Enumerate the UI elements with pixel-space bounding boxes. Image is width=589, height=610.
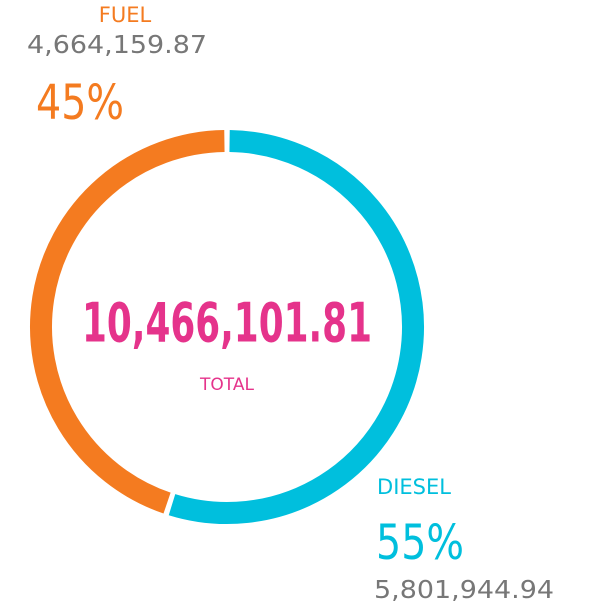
ring [30, 130, 424, 524]
donut-segment [30, 130, 225, 514]
percent-label: 45% [36, 75, 124, 131]
donut-segment [168, 130, 424, 524]
total-value: 10,466,101.81 [82, 292, 372, 355]
total-caption: TOTAL [199, 375, 254, 395]
category-label: FUEL [99, 3, 152, 27]
amount-label: 4,664,159.87 [27, 30, 207, 59]
amount-label: 5,801,944.94 [374, 575, 554, 604]
percent-label: 55% [376, 515, 464, 571]
category-label: DIESEL [377, 475, 451, 499]
